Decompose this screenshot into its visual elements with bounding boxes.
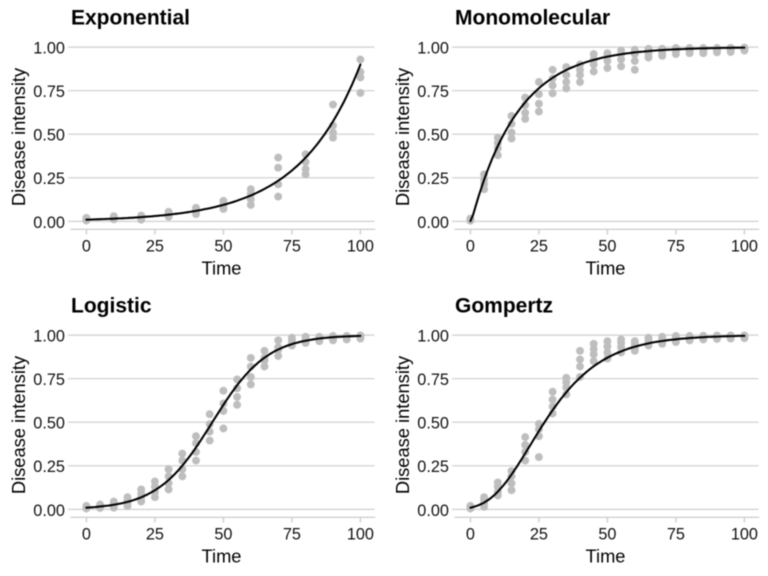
svg-text:0: 0 bbox=[466, 238, 475, 256]
svg-text:Disease intensity: Disease intensity bbox=[8, 355, 29, 494]
svg-text:1.00: 1.00 bbox=[417, 328, 449, 346]
svg-text:25: 25 bbox=[530, 238, 548, 256]
svg-text:0: 0 bbox=[82, 526, 91, 544]
svg-text:25: 25 bbox=[146, 526, 164, 544]
svg-text:0.75: 0.75 bbox=[33, 83, 65, 101]
svg-text:Disease intensity: Disease intensity bbox=[392, 355, 413, 494]
svg-text:75: 75 bbox=[283, 238, 301, 256]
svg-text:0.00: 0.00 bbox=[417, 502, 449, 520]
svg-text:0: 0 bbox=[466, 526, 475, 544]
svg-text:25: 25 bbox=[530, 526, 548, 544]
svg-text:50: 50 bbox=[598, 238, 616, 256]
svg-text:0.25: 0.25 bbox=[417, 170, 449, 188]
svg-text:100: 100 bbox=[731, 526, 758, 544]
svg-text:0.75: 0.75 bbox=[33, 371, 65, 389]
svg-text:100: 100 bbox=[347, 526, 374, 544]
svg-text:25: 25 bbox=[146, 238, 164, 256]
svg-text:Disease intensity: Disease intensity bbox=[8, 67, 29, 206]
svg-text:0.75: 0.75 bbox=[417, 371, 449, 389]
svg-text:Time: Time bbox=[586, 546, 626, 567]
svg-text:0.75: 0.75 bbox=[417, 83, 449, 101]
svg-text:0.25: 0.25 bbox=[33, 170, 65, 188]
svg-text:Disease intensity: Disease intensity bbox=[392, 67, 413, 206]
svg-text:75: 75 bbox=[667, 526, 685, 544]
svg-text:1.00: 1.00 bbox=[33, 328, 65, 346]
svg-text:0.50: 0.50 bbox=[417, 127, 449, 145]
svg-text:Logistic: Logistic bbox=[71, 295, 152, 318]
svg-text:50: 50 bbox=[214, 526, 232, 544]
svg-text:Time: Time bbox=[202, 546, 242, 567]
svg-text:0.00: 0.00 bbox=[33, 214, 65, 232]
svg-text:Time: Time bbox=[586, 258, 626, 279]
svg-text:50: 50 bbox=[598, 526, 616, 544]
svg-text:100: 100 bbox=[347, 238, 374, 256]
svg-text:Time: Time bbox=[202, 258, 242, 279]
svg-text:1.00: 1.00 bbox=[33, 40, 65, 58]
svg-text:0.50: 0.50 bbox=[33, 127, 65, 145]
svg-text:75: 75 bbox=[283, 526, 301, 544]
svg-text:0: 0 bbox=[82, 238, 91, 256]
svg-text:Exponential: Exponential bbox=[71, 7, 190, 30]
svg-text:0.25: 0.25 bbox=[417, 458, 449, 476]
svg-text:Gompertz: Gompertz bbox=[455, 295, 553, 318]
svg-text:100: 100 bbox=[731, 238, 758, 256]
svg-text:0.25: 0.25 bbox=[33, 458, 65, 476]
svg-text:0.50: 0.50 bbox=[417, 415, 449, 433]
svg-text:50: 50 bbox=[214, 238, 232, 256]
svg-text:0.50: 0.50 bbox=[33, 415, 65, 433]
svg-text:0.00: 0.00 bbox=[33, 502, 65, 520]
svg-text:1.00: 1.00 bbox=[417, 40, 449, 58]
svg-text:0.00: 0.00 bbox=[417, 214, 449, 232]
svg-text:75: 75 bbox=[667, 238, 685, 256]
svg-text:Monomolecular: Monomolecular bbox=[455, 7, 610, 30]
